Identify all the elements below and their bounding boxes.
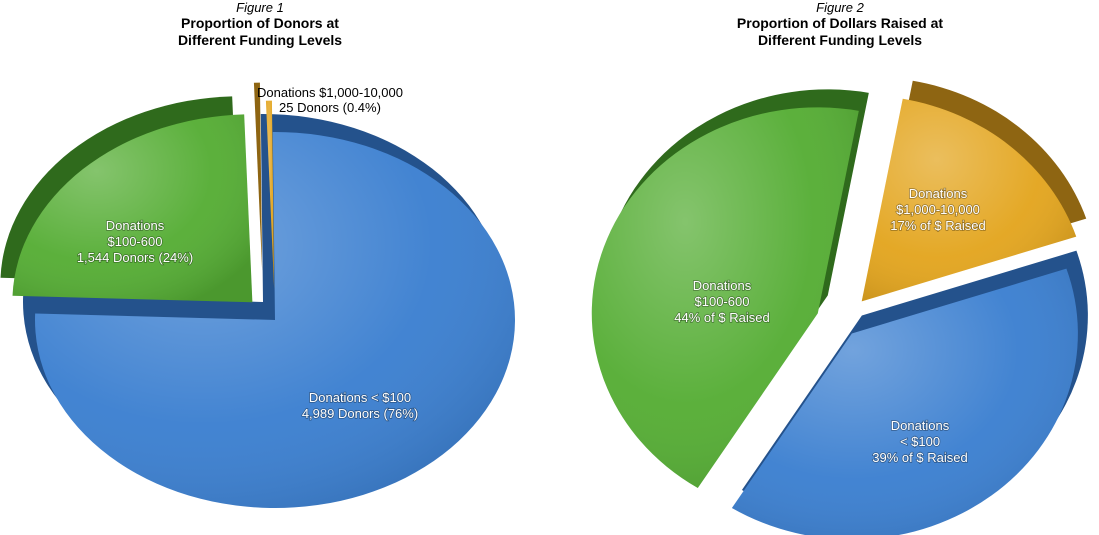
slice-gloss-donations-1-000-10-000 (861, 98, 1077, 302)
slice-label-line: $1,000-10,000 (896, 202, 980, 217)
slice-label-donations-100-600: Donations $100-600 44% of $ Raised (674, 278, 769, 325)
slice-label-line: Donations (891, 418, 950, 433)
slice-label-line: < $100 (900, 434, 940, 449)
slice-label-donations-100-600: Donations $100-600 1,544 Donors (24%) (77, 218, 193, 265)
figure-2-caption: Figure 2 Proportion of Dollars Raised at… (700, 0, 980, 49)
slice-label-line: 17% of $ Raised (890, 218, 985, 233)
figure-2-title-line-1: Proportion of Dollars Raised at (736, 15, 944, 31)
slice-label-line: Donations (693, 278, 752, 293)
slice-label-line: Donations $1,000-10,000 (257, 85, 403, 100)
slice-gloss-donations-100 (35, 132, 515, 509)
slice-label-line: 1,544 Donors (24%) (77, 250, 193, 265)
slice-gloss-donations-1-000-10-000 (265, 100, 275, 289)
slice-label-line: Donations (909, 186, 968, 201)
slice-gloss-donations-100 (731, 268, 1078, 535)
slice-label-line: 39% of $ Raised (872, 450, 967, 465)
figure-2-title-line-2: Different Funding Levels (757, 32, 923, 48)
slice-label-line: 44% of $ Raised (674, 310, 769, 325)
slice-label-donations-100: Donations < $100 4,989 Donors (76%) (302, 390, 418, 421)
slice-label-line: Donations < $100 (309, 390, 411, 405)
figure-1-title-line-2: Different Funding Levels (177, 32, 343, 48)
slice-label-line: $100-600 (108, 234, 163, 249)
pie-chart-donors: Donations < $100 4,989 Donors (76%)Donati… (0, 82, 515, 509)
slice-label-donations-1-000-10-000: Donations $1,000-10,000 17% of $ Raised (890, 186, 985, 233)
figure-1-caption: Figure 1 Proportion of Donors at Differe… (130, 0, 390, 49)
figure-2-label: Figure 2 (816, 0, 864, 15)
slice-label-line: 25 Donors (0.4%) (279, 100, 381, 115)
slice-depth-donations-1-000-10-000 (253, 82, 263, 271)
figure-1-label: Figure 1 (236, 0, 284, 15)
figure-1-title-line-1: Proportion of Donors at (181, 15, 339, 31)
slice-label-line: 4,989 Donors (76%) (302, 406, 418, 421)
slice-label-donations-100: Donations < $100 39% of $ Raised (872, 418, 967, 465)
slice-gloss-donations-100-600 (12, 114, 253, 303)
slice-label-donations-1-000-10-000: Donations $1,000-10,000 25 Donors (0.4%) (257, 85, 403, 115)
slice-label-line: Donations (106, 218, 165, 233)
slice-label-line: $100-600 (695, 294, 750, 309)
slice-gloss-donations-100-600 (591, 107, 859, 488)
